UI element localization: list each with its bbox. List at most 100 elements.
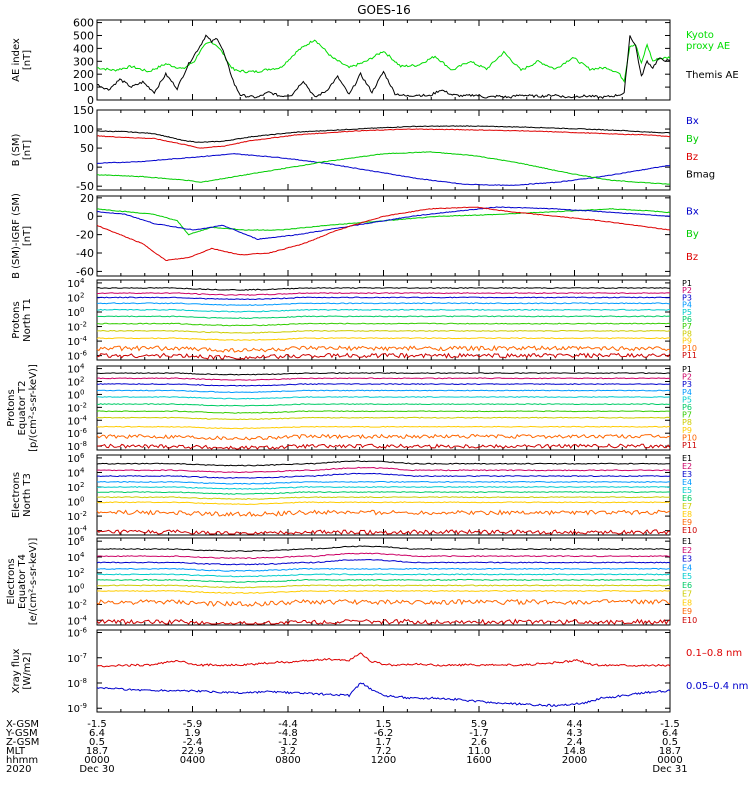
y-tick-label: 10 [67,352,80,363]
series-line [97,384,670,386]
y-tick-label: 600 [73,17,94,30]
y-tick-label-exp: 6 [80,535,85,543]
series-line [97,467,670,472]
y-tick-label: 10 [67,483,80,494]
y-axis-label: North T3 [22,473,33,517]
series-line [97,435,670,440]
series-line [97,303,670,306]
y-axis-label: [e/(cm²-s-sr-keV)] [28,538,39,626]
series-line [97,683,670,706]
y-tick-label: 10 [67,416,80,427]
y-tick-label-exp: -2 [80,510,87,518]
series-line [97,297,670,300]
legend-item: 0.05–0.4 nm [686,681,748,692]
panel-frame [97,20,670,100]
y-tick-label-exp: -2 [80,598,87,606]
series-line [97,390,670,392]
y-tick-label-exp: -2 [80,321,87,329]
series-line [97,553,670,559]
y-tick-label: 10 [67,569,80,580]
series-line [97,546,670,552]
y-tick-label: 10 [67,378,80,389]
legend-item: E8 [682,598,692,607]
legend-item: P11 [682,441,697,450]
y-tick-label-exp: 0 [80,583,84,591]
y-tick-label: 10 [67,323,80,334]
y-axis-label: B (SM)-IGRF (SM) [11,193,22,279]
legend-item: E5 [682,572,692,581]
y-axis-label: [W/m2] [22,652,33,689]
y-tick-label: 10 [67,429,80,440]
legend-item: E4 [682,563,692,572]
series-line [97,426,670,428]
series-line [97,154,670,186]
y-tick-label: 0 [87,210,94,223]
panel-frame [97,196,670,276]
y-axis-label: [nT] [22,226,33,246]
y-tick-label-exp: 4 [80,363,85,371]
legend-item: Bx [686,206,699,217]
y-axis-label: Electrons [6,558,17,604]
y-tick-label: 200 [73,68,94,81]
series-line [97,209,670,235]
series-line [97,510,670,516]
legend-item: E10 [682,616,697,625]
y-tick-label-exp: -4 [80,525,88,533]
panel-3: B (SM)-IGRF (SM) [nT]200-20-40-60BxByBz [11,192,699,279]
series-line [97,316,670,319]
series-line [97,411,670,413]
y-tick-label-exp: -8 [80,677,87,685]
y-tick-label: 10 [67,704,80,715]
panel-frame [97,538,670,625]
y-tick-label: -60 [76,265,94,278]
y-tick-label-exp: -8 [80,440,87,448]
x-axis-value: 0800 [275,755,300,766]
y-tick-label: 400 [73,42,94,55]
y-tick-label: 10 [67,629,80,640]
series-line [97,502,670,505]
y-tick-label: 10 [67,585,80,596]
series-line [97,568,670,571]
y-tick-label: -20 [76,229,94,242]
series-line [97,579,670,582]
panel-frame [97,455,670,535]
y-tick-label: 10 [67,553,80,564]
legend-item: E9 [682,607,692,616]
panel-frame [97,110,670,190]
y-tick-label: 150 [73,104,94,117]
y-tick-label-exp: -6 [80,427,88,435]
legend-item: Bz [686,252,698,263]
y-tick-label: 500 [73,29,94,42]
y-tick-label-exp: 2 [80,291,84,299]
y-tick-label-exp: -6 [80,350,88,358]
panel-2: B (SM) [nT] 150 100 50 0 -50 Bx By Bz Bmag [11,104,715,193]
series-line [97,404,670,406]
panel-4: Protons North T110410210010-210-410 -6P1P2… [11,277,697,363]
x-axis-value: 2000 [562,755,587,766]
series-line [97,397,670,399]
series-line [97,492,670,495]
x-axis-table: X-GSMY-GSMZ-GSMMLThhmm2020-1.56.40.518.7… [5,719,688,775]
series-line [97,653,670,667]
legend-item: E10 [682,526,697,535]
y-tick-label: 10 [67,654,80,665]
y-axis-label: [nT] [22,140,33,160]
series-line [97,600,670,607]
legend-item: By [686,134,699,145]
legend-item: E1 [682,537,692,546]
y-axis-label: Protons [6,389,17,426]
y-tick-label-exp: -4 [80,614,88,622]
y-tick-label-exp: -9 [80,702,87,710]
y-tick-label-exp: -7 [80,652,87,660]
series-line [97,497,670,500]
series-line [97,331,670,334]
y-tick-label: 10 [67,293,80,304]
series-line [97,346,670,352]
y-tick-label-exp: 4 [80,466,85,474]
panel-5: Protons Equator T2 [p/(cm²-s-sr-keV)] 10 410… [6,363,697,454]
legend-item: Themis AE [685,70,739,81]
y-tick-label-exp: -6 [80,627,88,635]
series-line [97,473,670,478]
y-axis-label: Electrons [11,472,22,518]
